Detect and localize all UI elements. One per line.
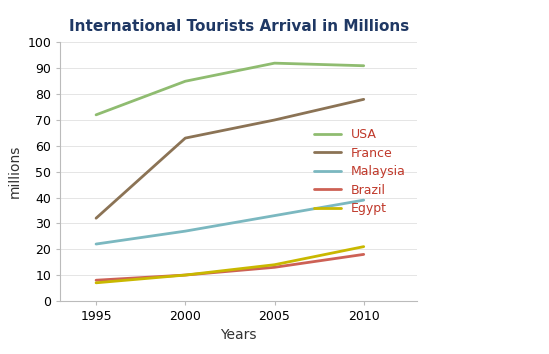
USA <box>93 113 99 117</box>
France <box>361 97 367 102</box>
Brazil <box>182 273 188 277</box>
France <box>182 136 188 140</box>
USA <box>361 64 367 68</box>
France <box>93 216 99 220</box>
Line: Egypt: Egypt <box>96 247 364 283</box>
Legend: USA, France, Malaysia, Brazil, Egypt: USA, France, Malaysia, Brazil, Egypt <box>309 123 411 221</box>
USA <box>271 61 278 65</box>
Malaysia <box>93 242 99 246</box>
Egypt <box>93 281 99 285</box>
Egypt <box>361 245 367 249</box>
USA <box>182 79 188 84</box>
Brazil <box>361 252 367 257</box>
Line: Brazil: Brazil <box>96 255 364 280</box>
Line: Malaysia: Malaysia <box>96 200 364 244</box>
Line: France: France <box>96 99 364 218</box>
Line: USA: USA <box>96 63 364 115</box>
Malaysia <box>182 229 188 233</box>
Title: International Tourists Arrival in Millions: International Tourists Arrival in Millio… <box>69 19 409 34</box>
Egypt <box>271 263 278 267</box>
France <box>271 118 278 122</box>
Brazil <box>93 278 99 282</box>
Malaysia <box>271 213 278 218</box>
Y-axis label: millions: millions <box>8 145 22 198</box>
Egypt <box>182 273 188 277</box>
Brazil <box>271 265 278 269</box>
Malaysia <box>361 198 367 202</box>
X-axis label: Years: Years <box>221 329 257 342</box>
